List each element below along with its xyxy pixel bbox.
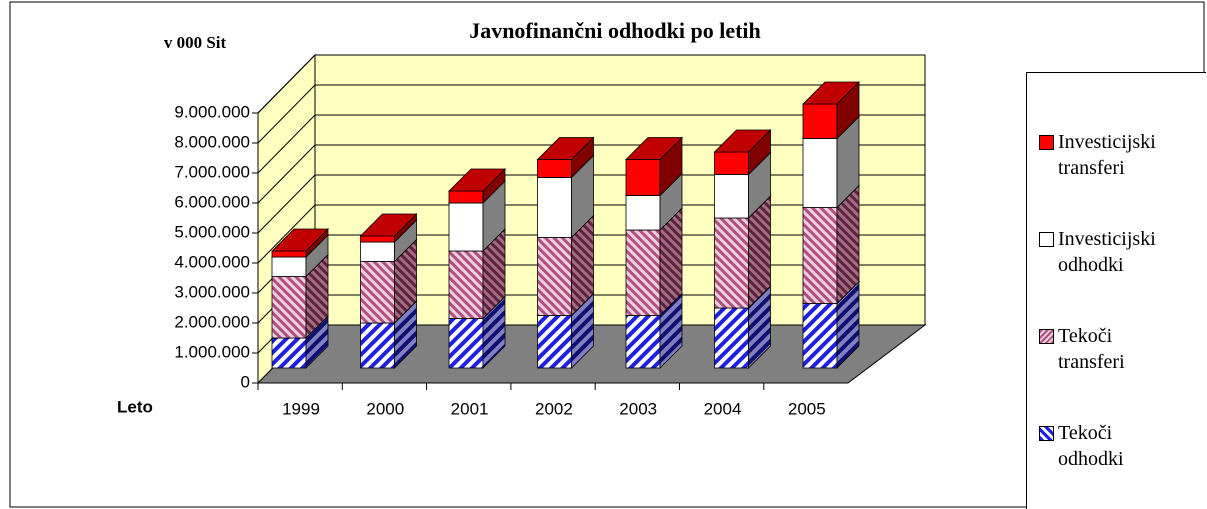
bar-front (271, 256, 307, 277)
bar-top (802, 81, 860, 105)
bar-front (625, 315, 661, 369)
bar-segment (359, 213, 418, 243)
bar-front (802, 303, 838, 369)
legend-item: Investicijski odhodki (1039, 226, 1199, 278)
y-tick-label: 3.000.000 (174, 282, 250, 301)
bar-front (537, 177, 572, 238)
bar-front (448, 250, 484, 319)
legend-label: Tekoči odhodki (1058, 422, 1124, 470)
legend-swatch (1039, 329, 1054, 344)
bar-segment (271, 228, 329, 258)
bar-segment (625, 207, 683, 317)
legend-label: Investicijski transferi (1058, 131, 1156, 179)
bar-front (714, 174, 749, 219)
grid-line (257, 54, 925, 114)
bar-segment (713, 129, 772, 176)
legend-label: Investicijski odhodki (1058, 228, 1156, 276)
bar-segment (802, 115, 860, 209)
legend: Tekoči odhodki Tekoči transferi Investicij… (1026, 72, 1206, 509)
bar-front (448, 318, 484, 369)
x-tick-label: 2005 (788, 399, 826, 418)
bar-front (271, 276, 307, 339)
y-tick-label: 7.000.000 (174, 162, 250, 181)
bar-front (360, 235, 395, 243)
x-tick-label: 2000 (366, 399, 404, 418)
grid-line (257, 114, 925, 174)
y-tick-label: 5.000.000 (174, 222, 250, 241)
x-tick-label: 2001 (451, 399, 489, 418)
grid-line (257, 84, 925, 144)
bar-top (713, 129, 772, 153)
bar-front (802, 103, 838, 139)
x-tick-label: 1999 (282, 399, 320, 418)
legend-item: Tekoči transferi (1039, 323, 1199, 375)
bar-segment (536, 154, 595, 239)
bar-front (360, 322, 395, 369)
bar-top (448, 168, 506, 192)
bar-segment (802, 81, 860, 140)
x-tick-label: 2003 (619, 399, 657, 418)
bar-front (360, 261, 395, 324)
bar-front (360, 241, 395, 262)
bar-segment (536, 136, 595, 179)
legend-swatch (1039, 135, 1054, 150)
bar-top (271, 228, 329, 252)
bar-front (537, 159, 572, 178)
y-axis-label: v 000 Sit (164, 33, 227, 52)
bar-segment (802, 184, 860, 305)
bar-top (359, 213, 418, 237)
legend-item: Tekoči odhodki (1039, 420, 1199, 472)
bar-front (714, 217, 749, 309)
y-tick-label: 4.000.000 (174, 252, 250, 271)
x-axis-label: Leto (117, 397, 153, 416)
bar-top (536, 137, 595, 160)
bar-front (625, 195, 661, 231)
bar-front (271, 250, 307, 258)
legend-label: Tekoči transferi (1058, 325, 1125, 373)
y-tick-label: 9.000.000 (174, 102, 250, 121)
legend-item: Investicijski transferi (1039, 129, 1199, 181)
y-tick-label: 8.000.000 (174, 132, 250, 151)
x-tick-label: 2002 (535, 399, 573, 418)
bar-front (802, 138, 838, 208)
bar-front (714, 151, 749, 175)
bar-front (802, 207, 838, 304)
bar-front (625, 229, 661, 316)
bar-front (271, 337, 307, 369)
bar-front (448, 190, 484, 204)
bar-front (448, 202, 484, 252)
bar-front (714, 307, 749, 369)
bar-front (537, 315, 572, 369)
bar-top (625, 137, 683, 160)
y-tick-label: 6.000.000 (174, 192, 250, 211)
bar-front (537, 237, 572, 316)
legend-swatch (1039, 426, 1054, 441)
chart-title: Javnofinančni odhodki po letih (469, 18, 761, 43)
bar-segment (625, 136, 683, 197)
bar-front (625, 159, 661, 196)
y-tick-label: 2.000.000 (174, 312, 250, 331)
legend-swatch (1039, 232, 1054, 247)
bar-segment (448, 168, 506, 204)
y-tick-label: 0 (241, 372, 250, 391)
x-tick-label: 2004 (704, 399, 742, 418)
y-tick-label: 1.000.000 (174, 342, 250, 361)
